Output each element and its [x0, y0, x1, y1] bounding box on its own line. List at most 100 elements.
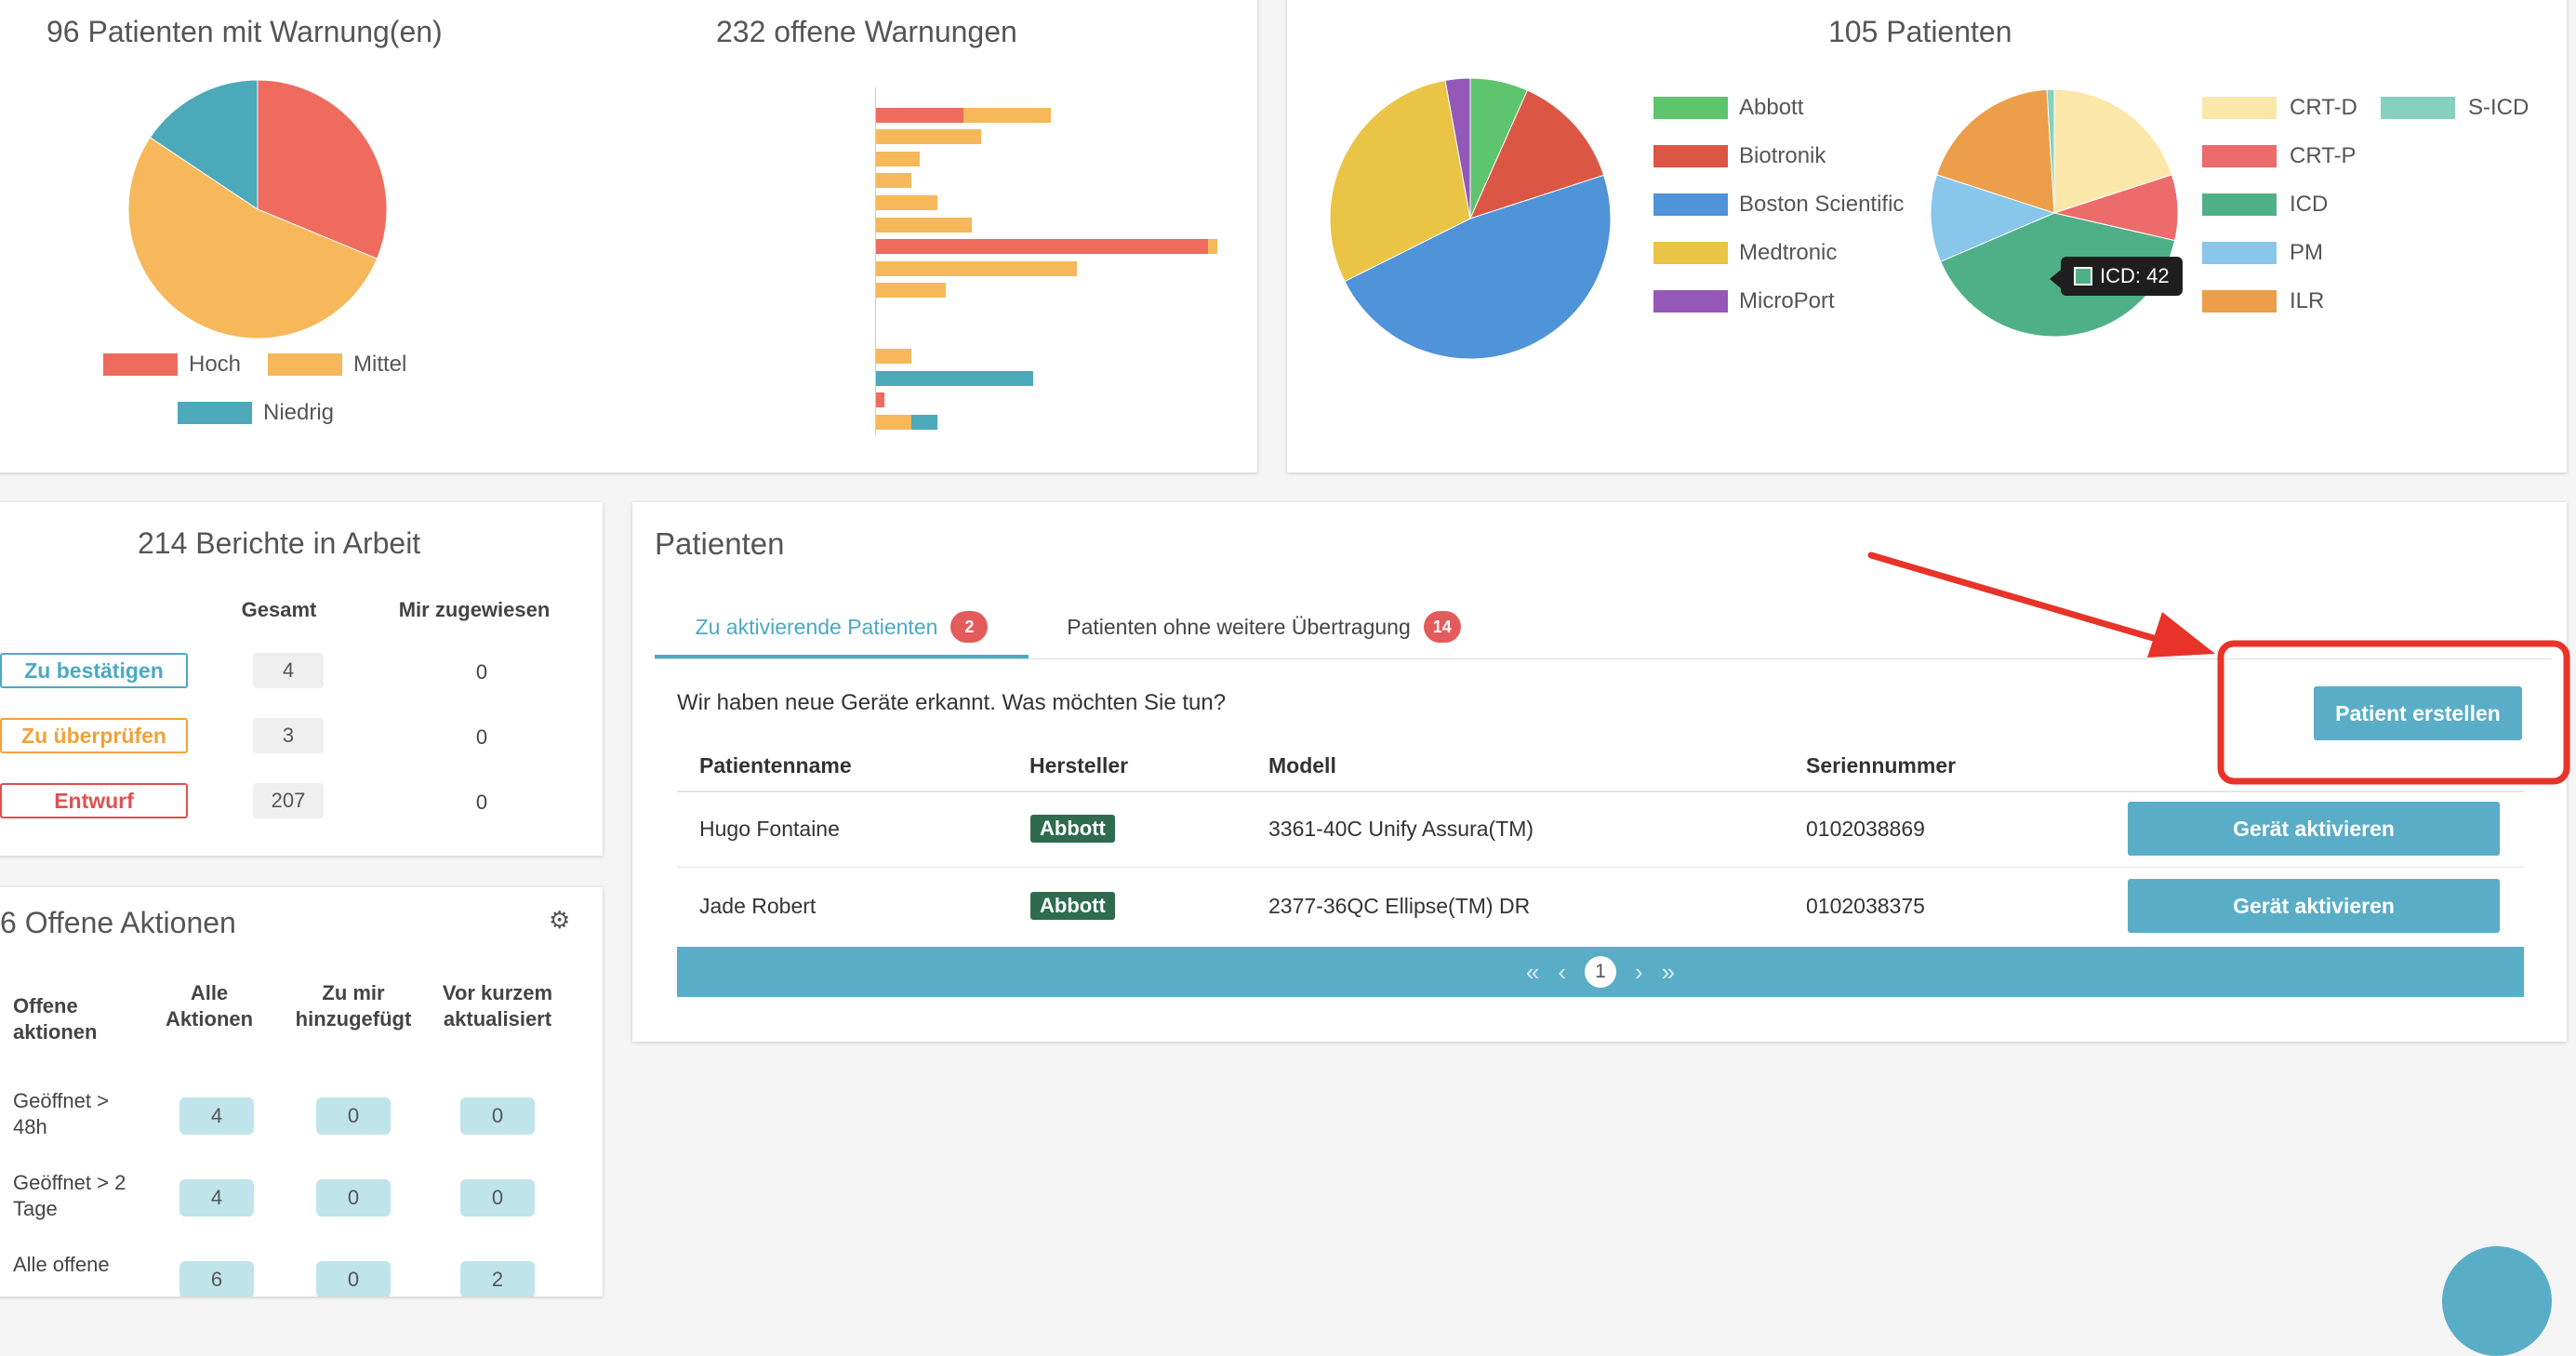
legend-swatch — [2202, 97, 2277, 119]
manufacturer-badge: Abbott — [1030, 892, 1115, 920]
annotation-arrow-overlay — [1867, 552, 2570, 785]
warning-bar-mittel[interactable] — [963, 107, 1051, 123]
warning-bar-mittel[interactable] — [876, 129, 981, 145]
manufacturer-slice-medtronic[interactable] — [1329, 79, 1471, 283]
floating-action-button[interactable] — [2442, 1246, 2552, 1356]
warning-bar-mittel[interactable] — [876, 173, 911, 189]
warning-bar-mittel[interactable] — [876, 217, 973, 233]
manufacturer-slice-biotronik[interactable] — [1469, 89, 1605, 219]
device-legend-pm[interactable]: PM — [2202, 240, 2323, 266]
serial-number: 0102038869 — [1806, 817, 1925, 841]
patient-name: Jade Robert — [699, 894, 817, 918]
manufacturer-legend-microport[interactable]: MicroPort — [1653, 288, 1835, 314]
warnings-card: 96 Patienten mit Warnung(en) Hoch Mittel… — [0, 0, 1257, 472]
warning-bar-mittel[interactable] — [876, 151, 920, 166]
severity-pie-chart — [127, 79, 388, 339]
patients-chart-title: 105 Patienten — [1828, 15, 2012, 48]
warning-bar-niedrig[interactable] — [876, 370, 1034, 386]
col-header-serial: Seriennummer — [1806, 753, 1957, 778]
legend-label: MicroPort — [1739, 288, 1835, 313]
page-current[interactable]: 1 — [1585, 956, 1616, 988]
actions-value-recent[interactable]: 0 — [460, 1097, 535, 1135]
device-legend-ilr[interactable]: ILR — [2202, 288, 2324, 314]
gear-icon[interactable]: ⚙ — [549, 906, 571, 934]
manufacturer-slice-microport[interactable] — [1444, 77, 1471, 219]
severity-slice-niedrig[interactable] — [149, 79, 259, 210]
page-first-icon[interactable]: « — [1525, 957, 1540, 986]
pagination-bar: « ‹ 1 › » — [677, 947, 2524, 997]
tab-zu-aktivierende[interactable]: Zu aktivierende Patienten 2 — [655, 597, 1029, 657]
warning-bar-hoch[interactable] — [876, 239, 1209, 255]
legend-swatch — [178, 402, 252, 424]
manufacturer-legend-abbott[interactable]: Abbott — [1653, 95, 1803, 121]
page-next-icon[interactable]: › — [1635, 957, 1643, 986]
severity-slice-mittel[interactable] — [127, 137, 378, 339]
tabs-divider — [655, 658, 2552, 659]
legend-niedrig[interactable]: Niedrig — [178, 400, 334, 426]
actions-value-all[interactable]: 4 — [179, 1097, 254, 1135]
actions-card: 6 Offene Aktionen ⚙ Offene aktionen Alle… — [0, 887, 603, 1296]
warning-bar-mittel[interactable] — [1208, 239, 1217, 255]
warning-bar-mittel[interactable] — [876, 260, 1078, 276]
tooltip-arrow — [2050, 270, 2061, 288]
col-header-model: Modell — [1268, 753, 1336, 778]
actions-row-label: Geöffnet > 2 Tage — [13, 1171, 126, 1220]
reports-card: 214 Berichte in Arbeit Gesamt Mir zugewi… — [0, 502, 603, 856]
create-patient-button[interactable]: Patient erstellen — [2314, 686, 2522, 740]
warning-bar-mittel[interactable] — [876, 195, 937, 210]
legend-swatch — [1653, 145, 1728, 167]
legend-label: ILR — [2290, 288, 2325, 313]
warning-bar-mittel[interactable] — [876, 349, 911, 365]
legend-swatch — [1653, 290, 1728, 312]
device-type-slice-ilr[interactable] — [1935, 88, 2055, 214]
legend-swatch — [2202, 242, 2277, 264]
device-legend-icd[interactable]: ICD — [2202, 192, 2328, 218]
tab-label: Patienten ohne weitere Übertragung — [1067, 614, 1411, 639]
tab-count-badge: 2 — [950, 611, 989, 643]
actions-value-recent[interactable]: 0 — [460, 1179, 535, 1216]
device-type-slice-s-icd[interactable] — [2046, 88, 2055, 214]
page-last-icon[interactable]: » — [1661, 957, 1676, 986]
tab-active-underline — [655, 655, 1029, 658]
actions-header-label: Offene aktionen — [13, 994, 98, 1044]
activate-device-button[interactable]: Gerät aktivieren — [2128, 802, 2500, 856]
actions-value-mine[interactable]: 0 — [316, 1179, 391, 1216]
warning-bar-niedrig[interactable] — [910, 415, 937, 430]
manufacturer-legend-medtronic[interactable]: Medtronic — [1653, 240, 1837, 266]
actions-value-mine[interactable]: 0 — [316, 1097, 391, 1135]
legend-mittel[interactable]: Mittel — [268, 352, 406, 378]
device-model: 2377-36QC Ellipse(TM) DR — [1268, 894, 1531, 918]
row-divider — [677, 867, 2524, 868]
status-entwurf[interactable]: Entwurf — [0, 783, 188, 818]
manufacturer-legend-biotronik[interactable]: Biotronik — [1653, 143, 1826, 169]
reports-col-assigned: Mir zugewiesen — [398, 598, 551, 621]
reports-total-value: 3 — [253, 718, 324, 753]
device-type-slice-pm[interactable] — [1930, 174, 2056, 262]
manufacturer-legend-boston-scientific[interactable]: Boston Scientific — [1653, 192, 1904, 218]
device-type-slice-crt-d[interactable] — [2053, 88, 2173, 214]
legend-hoch[interactable]: Hoch — [103, 352, 241, 378]
legend-swatch — [2202, 145, 2277, 167]
device-legend-crt-d[interactable]: CRT-D — [2202, 95, 2357, 121]
legend-label: Mittel — [353, 352, 407, 377]
legend-swatch — [1653, 242, 1728, 264]
reports-assigned-value: 0 — [475, 660, 488, 684]
status-zu-bestaetigen[interactable]: Zu bestätigen — [0, 653, 188, 688]
device-legend-s-icd[interactable]: S-ICD — [2381, 95, 2529, 121]
actions-row-label: Geöffnet > 48h — [13, 1089, 109, 1138]
actions-value-all[interactable]: 4 — [179, 1179, 254, 1216]
manufacturer-slice-boston-scientific[interactable] — [1344, 174, 1612, 360]
tab-ohne-uebertragung[interactable]: Patienten ohne weitere Übertragung 14 — [1045, 597, 1482, 657]
device-legend-crt-p[interactable]: CRT-P — [2202, 143, 2357, 169]
activate-device-button[interactable]: Gerät aktivieren — [2128, 879, 2500, 933]
warnings-patients-title: 96 Patienten mit Warnung(en) — [46, 15, 443, 48]
warning-bar-hoch[interactable] — [876, 107, 963, 123]
warning-bar-mittel[interactable] — [876, 415, 911, 430]
severity-slice-hoch[interactable] — [257, 79, 388, 259]
warning-bar-mittel[interactable] — [876, 283, 947, 299]
warning-bar-hoch[interactable] — [876, 392, 885, 408]
page-prev-icon[interactable]: ‹ — [1558, 957, 1566, 986]
patient-name: Hugo Fontaine — [699, 817, 840, 841]
legend-label: ICD — [2290, 192, 2329, 217]
status-zu-ueberpruefen[interactable]: Zu überprüfen — [0, 718, 188, 753]
